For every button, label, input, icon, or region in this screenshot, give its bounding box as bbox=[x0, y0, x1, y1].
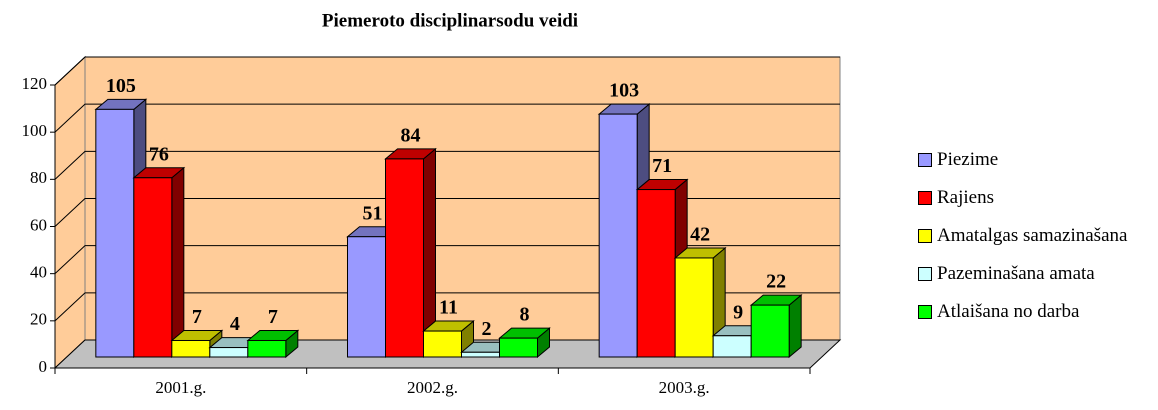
data-label: 9 bbox=[733, 301, 743, 323]
data-label: 51 bbox=[363, 202, 383, 224]
grid-line bbox=[54, 292, 840, 322]
bar bbox=[95, 108, 135, 358]
bar bbox=[750, 304, 790, 358]
legend-swatch bbox=[918, 305, 932, 319]
data-label: 4 bbox=[230, 313, 240, 335]
legend: Piezime Rajiens Amatalgas samazinašana Paze… bbox=[918, 148, 1156, 338]
data-label: 105 bbox=[106, 75, 136, 97]
legend-label: Pazeminašana amata bbox=[937, 263, 1095, 284]
bar bbox=[423, 330, 462, 358]
grid-line bbox=[54, 56, 840, 86]
y-tick-label: 40 bbox=[30, 263, 47, 282]
legend-swatch bbox=[918, 153, 932, 167]
y-tick-label: 20 bbox=[30, 310, 47, 329]
data-label: 11 bbox=[439, 297, 458, 319]
y-tick-label: 80 bbox=[30, 168, 47, 187]
data-label: 22 bbox=[766, 271, 786, 293]
bar bbox=[209, 347, 249, 358]
grid-line bbox=[54, 198, 840, 227]
legend-label: Atlaišana no darba bbox=[937, 301, 1080, 322]
y-tick-label: 100 bbox=[22, 121, 48, 140]
data-label: 71 bbox=[652, 155, 672, 177]
data-label: 76 bbox=[149, 143, 169, 165]
x-tick-label: 2002.g. bbox=[407, 378, 458, 397]
bar bbox=[598, 113, 638, 358]
bar bbox=[461, 351, 500, 358]
x-tick-label: 2003.g. bbox=[659, 378, 710, 397]
bar-side bbox=[171, 166, 185, 359]
grid-line bbox=[54, 103, 840, 133]
x-tick-label: 2001.g. bbox=[155, 378, 206, 397]
data-label: 7 bbox=[268, 306, 278, 328]
legend-item: Atlaišana no darba bbox=[918, 300, 1156, 324]
bar bbox=[636, 189, 676, 358]
data-label: 103 bbox=[609, 80, 639, 102]
bar-side bbox=[788, 294, 802, 359]
bar bbox=[385, 158, 424, 358]
grid-line bbox=[54, 150, 840, 180]
data-label: 8 bbox=[520, 304, 530, 326]
bar bbox=[171, 339, 211, 358]
legend-swatch bbox=[918, 191, 932, 205]
legend-label: Amatalgas samazinašana bbox=[937, 225, 1128, 246]
data-label: 42 bbox=[690, 224, 710, 246]
legend-item: Pazeminašana amata bbox=[918, 262, 1156, 286]
bar bbox=[347, 236, 386, 358]
data-label: 2 bbox=[482, 318, 492, 340]
legend-swatch bbox=[918, 229, 932, 243]
legend-swatch bbox=[918, 267, 932, 281]
legend-label: Rajiens bbox=[937, 187, 994, 208]
y-tick-label: 0 bbox=[39, 357, 48, 376]
grid-line bbox=[54, 245, 840, 275]
chart: Piemeroto disciplinarsodu veidi 0 20 40 60 8… bbox=[22, 10, 842, 397]
bar bbox=[499, 337, 538, 358]
legend-label: Piezime bbox=[937, 149, 999, 170]
data-label: 84 bbox=[401, 124, 421, 146]
data-label: 7 bbox=[192, 306, 202, 328]
bar bbox=[674, 257, 714, 358]
legend-item: Piezime bbox=[918, 148, 1156, 172]
y-tick-label: 120 bbox=[22, 74, 48, 93]
bar bbox=[247, 339, 287, 358]
legend-item: Amatalgas samazinašana bbox=[918, 224, 1156, 248]
y-tick-label: 60 bbox=[30, 215, 47, 234]
bar bbox=[133, 177, 173, 358]
chart-title: Piemeroto disciplinarsodu veidi bbox=[322, 10, 578, 31]
bar bbox=[712, 335, 752, 358]
legend-item: Rajiens bbox=[918, 186, 1156, 210]
